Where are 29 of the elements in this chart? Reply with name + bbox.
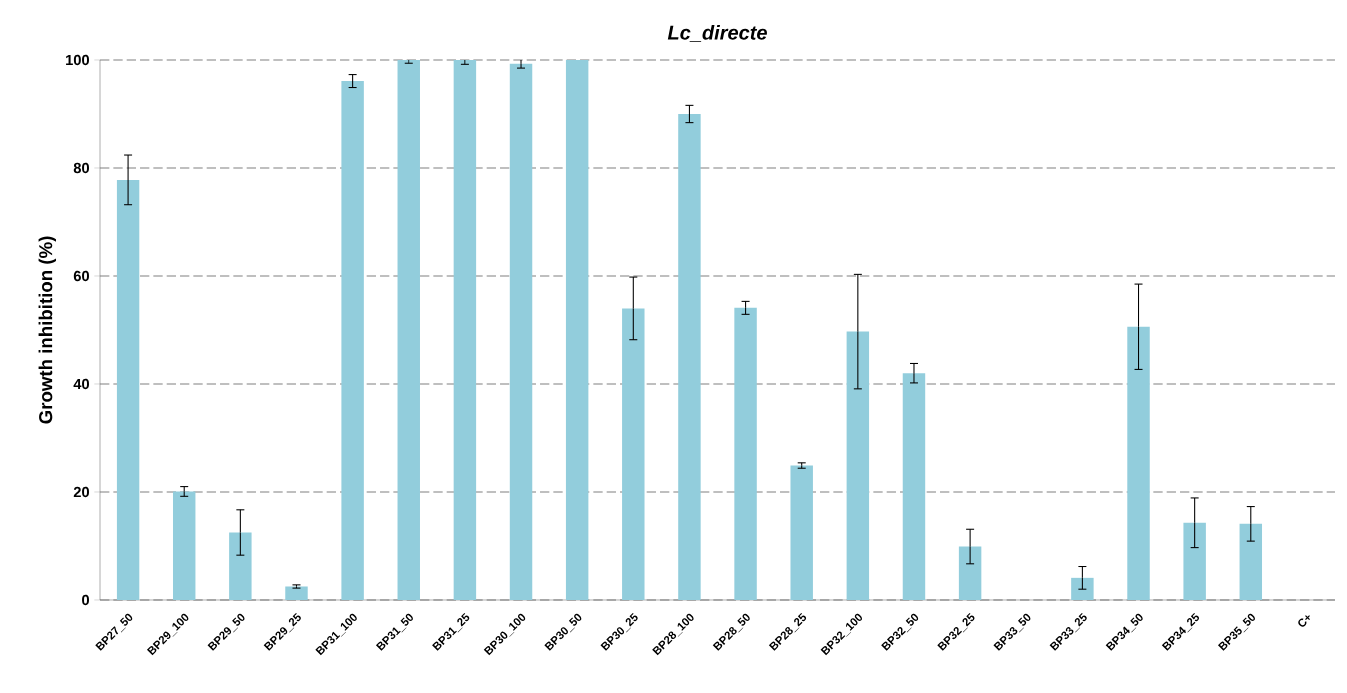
bar [397, 60, 420, 600]
bar [902, 373, 926, 600]
bar [958, 546, 982, 600]
bar [622, 308, 645, 600]
bar [285, 586, 308, 600]
y-tick-label: 80 [73, 162, 89, 174]
bar [565, 60, 589, 600]
y-axis-title: Growth inhibition (%) [38, 236, 56, 424]
y-tick-label: 40 [73, 378, 89, 390]
bar [1071, 577, 1094, 600]
bar [1183, 522, 1206, 600]
bar [790, 465, 813, 600]
bar [1127, 326, 1150, 600]
bar [341, 81, 364, 600]
bar [846, 331, 870, 600]
bar [509, 63, 533, 600]
bar [229, 532, 252, 600]
y-tick-label: 60 [73, 270, 89, 282]
y-tick-label: 20 [73, 486, 89, 498]
y-tick-label: 100 [66, 54, 89, 66]
bar [678, 114, 701, 600]
y-tick-label: 0 [82, 594, 89, 606]
chart-title: Lc_directe [667, 25, 767, 42]
bar [453, 60, 477, 600]
bar [116, 179, 140, 600]
x-tick-label: C+ [1298, 615, 1310, 627]
bar [172, 491, 196, 600]
bar [1239, 523, 1263, 600]
bar [734, 307, 757, 600]
